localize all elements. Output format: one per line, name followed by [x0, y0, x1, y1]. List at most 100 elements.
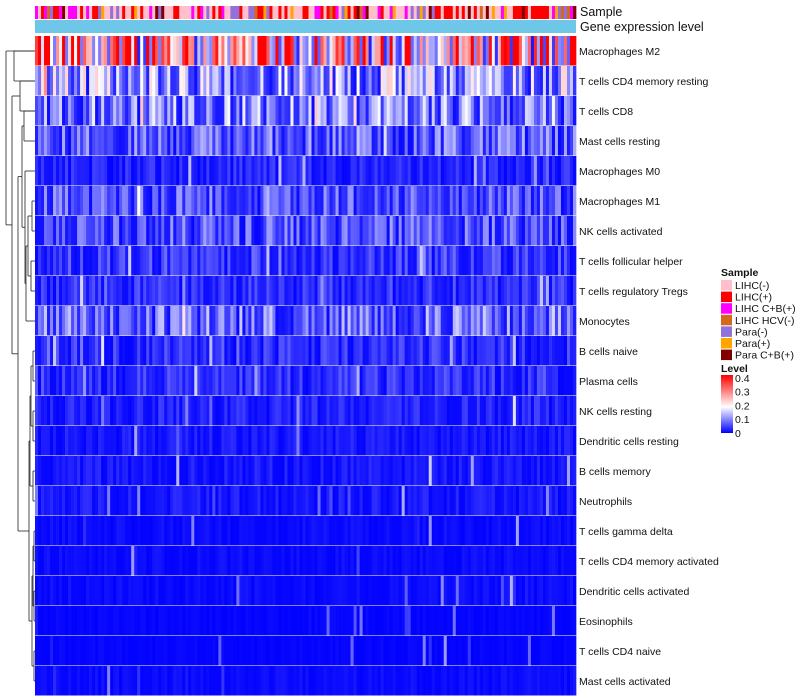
heatmap-cell: [95, 606, 99, 636]
heatmap-cell: [335, 156, 339, 186]
heatmap-cell: [434, 126, 439, 156]
heatmap-cell: [569, 516, 574, 546]
heatmap-cell: [134, 546, 138, 576]
heatmap-cell: [119, 36, 123, 66]
heatmap-cell: [491, 186, 496, 216]
heatmap-cell: [413, 486, 418, 516]
heatmap-cell: [167, 66, 171, 96]
heatmap-cell: [155, 486, 159, 516]
heatmap-cell: [338, 306, 342, 336]
heatmap-cell: [437, 666, 442, 696]
heatmap-cell: [107, 636, 111, 666]
heatmap-cell: [329, 486, 333, 516]
heatmap-cell: [551, 426, 556, 456]
heatmap-cell: [497, 516, 502, 546]
heatmap-cell: [386, 306, 391, 336]
heatmap-cell: [347, 246, 351, 276]
heatmap-cell: [59, 306, 63, 336]
heatmap-cell: [44, 396, 48, 426]
heatmap-cell: [215, 636, 219, 666]
heatmap-cell: [437, 276, 442, 306]
heatmap-cell: [551, 306, 556, 336]
heatmap-cell: [482, 606, 487, 636]
heatmap-cell: [47, 306, 51, 336]
heatmap-cell: [122, 306, 126, 336]
sample-legend-swatch: [721, 349, 732, 361]
heatmap-cell: [530, 366, 535, 396]
heatmap-cell: [443, 96, 448, 126]
heatmap-cell: [179, 516, 183, 546]
heatmap-cell: [293, 186, 297, 216]
heatmap-cell: [251, 666, 255, 696]
heatmap-cell: [176, 516, 180, 546]
heatmap-cell: [71, 366, 75, 396]
heatmap-cell: [140, 186, 144, 216]
heatmap-cell: [419, 606, 424, 636]
row-label: B cells naive: [579, 346, 638, 358]
heatmap-cell: [296, 456, 300, 486]
heatmap-cell: [548, 636, 553, 666]
heatmap-cell: [377, 636, 381, 666]
heatmap-cell: [278, 246, 282, 276]
heatmap-cell: [347, 306, 351, 336]
heatmap-cell: [113, 276, 117, 306]
heatmap-cell: [320, 636, 324, 666]
heatmap-cell: [494, 156, 499, 186]
heatmap-cell: [317, 546, 321, 576]
heatmap-cell: [380, 66, 384, 96]
heatmap-cell: [440, 426, 445, 456]
heatmap-cell: [281, 66, 285, 96]
heatmap-cell: [509, 126, 514, 156]
heatmap-cell: [452, 336, 457, 366]
heatmap-cell: [35, 636, 39, 666]
heatmap-cell: [290, 36, 294, 66]
heatmap-cell: [560, 36, 565, 66]
heatmap-cell: [464, 666, 469, 696]
heatmap-cell: [341, 246, 345, 276]
heatmap-cell: [431, 516, 436, 546]
heatmap-cell: [176, 456, 180, 486]
heatmap-cell: [56, 186, 60, 216]
heatmap-cell: [344, 216, 348, 246]
heatmap-cell: [341, 666, 345, 696]
heatmap-cell: [140, 66, 144, 96]
heatmap-cell: [536, 666, 541, 696]
heatmap-cell: [326, 276, 330, 306]
heatmap-cell: [101, 636, 105, 666]
heatmap-cell: [212, 576, 216, 606]
heatmap-cell: [443, 516, 448, 546]
heatmap-cell: [323, 426, 327, 456]
heatmap-cell: [530, 36, 535, 66]
heatmap-cell: [353, 426, 357, 456]
heatmap-cell: [422, 546, 427, 576]
heatmap-cell: [77, 546, 81, 576]
heatmap-cell: [38, 426, 42, 456]
heatmap-cell: [317, 456, 321, 486]
heatmap-cell: [518, 486, 523, 516]
heatmap-cell: [137, 606, 141, 636]
heatmap-cell: [458, 306, 463, 336]
heatmap-cell: [50, 366, 54, 396]
heatmap-cell: [161, 276, 165, 306]
heatmap-cell: [89, 336, 93, 366]
heatmap-cell: [38, 306, 42, 336]
heatmap-cell: [557, 636, 562, 666]
heatmap-cell: [221, 276, 225, 306]
heatmap-cell: [557, 276, 562, 306]
heatmap-cell: [245, 306, 249, 336]
heatmap-cell: [116, 426, 120, 456]
heatmap-cell: [410, 546, 415, 576]
heatmap-cell: [359, 36, 363, 66]
heatmap-cell: [530, 186, 535, 216]
heatmap-cell: [164, 606, 168, 636]
heatmap-cell: [530, 66, 535, 96]
heatmap-cell: [299, 126, 303, 156]
heatmap-cell: [407, 216, 412, 246]
sample-cell: [167, 6, 171, 19]
row-label: Eosinophils: [579, 616, 633, 628]
heatmap-cell: [266, 636, 270, 666]
heatmap-cell: [113, 246, 117, 276]
heatmap-cell: [566, 456, 571, 486]
heatmap-cell: [221, 306, 225, 336]
heatmap-cell: [140, 636, 144, 666]
